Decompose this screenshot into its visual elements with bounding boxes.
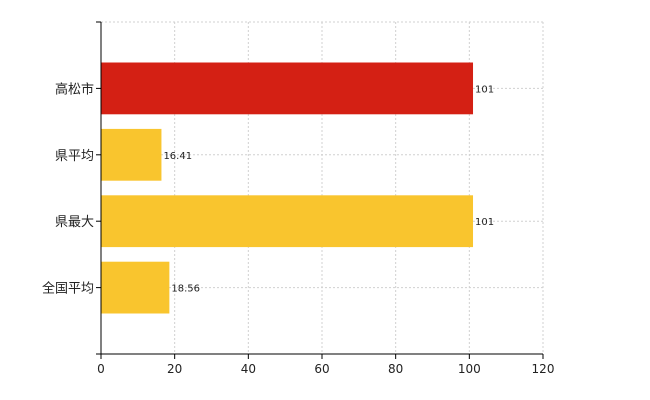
- axes: [96, 21, 544, 359]
- category-label: 高松市: [55, 81, 94, 97]
- x-tick-label: 40: [241, 362, 256, 376]
- x-tick-label: 0: [97, 362, 105, 376]
- x-tick-label: 20: [167, 362, 182, 376]
- labels: 0 20 40 60 80 100 120 高松市 101 県平均 16.41 県最大 101 全国平均 1…: [42, 81, 554, 376]
- data-label: 101: [475, 84, 494, 95]
- bar-3: [101, 261, 170, 314]
- x-tick-label: 120: [532, 362, 555, 376]
- bar-0: [101, 62, 474, 115]
- data-label: 16.41: [163, 151, 192, 162]
- data-label: 18.56: [171, 284, 200, 295]
- bar-1: [101, 128, 162, 181]
- bar-2: [101, 195, 474, 248]
- category-label: 県最大: [55, 215, 94, 230]
- category-label: 県平均: [55, 149, 94, 164]
- bars: [101, 62, 474, 314]
- x-tick-label: 60: [314, 362, 329, 376]
- data-label: 101: [475, 217, 494, 228]
- x-tick-label: 80: [388, 362, 403, 376]
- x-tick-label: 100: [458, 362, 481, 376]
- category-label: 全国平均: [42, 281, 94, 297]
